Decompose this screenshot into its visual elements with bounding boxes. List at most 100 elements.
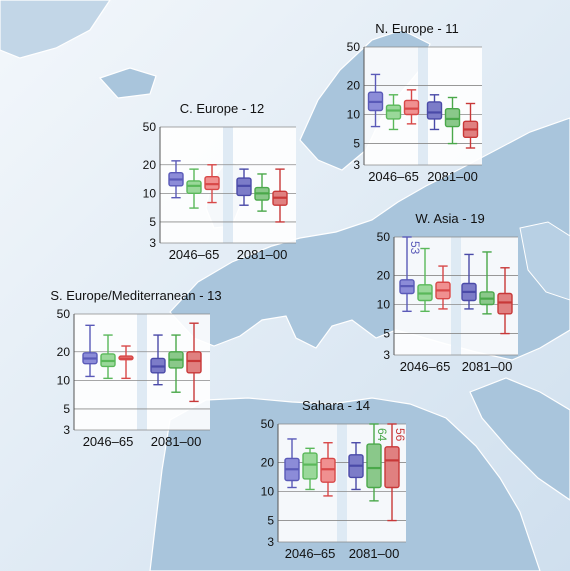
y-tick-label: 10 [143,186,157,200]
chart-3: 3 5 10 20 50 W. Asia - 19 2046–65 2081–00 53 [377,211,518,374]
box-iqr [186,351,202,374]
x-tick-label: 2046–65 [169,247,220,262]
land-greenland [0,0,111,59]
y-tick-label: 10 [261,485,275,499]
y-tick-label: 5 [149,215,156,229]
y-tick-label: 50 [143,120,157,134]
box-2046-65-1 [284,438,300,489]
period-divider [451,237,461,355]
x-tick-label: 2046–65 [285,546,336,561]
box-2081-00-3 [272,168,288,223]
box-2046-65-1 [367,73,384,128]
box-2046-65-2 [186,168,202,209]
period-divider [337,424,347,542]
x-tick-label: 2081–00 [462,359,513,374]
box-2046-65-1 [399,236,415,313]
box-2081-00-3 [462,102,479,149]
box-2046-65-3 [403,89,420,125]
y-tick-label: 20 [377,268,391,282]
box-2081-00-2 [168,334,184,393]
box-iqr [302,452,318,480]
box-2046-65-2 [302,447,318,491]
box-2081-00-1 [461,253,477,310]
box-2081-00-1 [150,334,166,386]
box-2046-65-1 [82,324,98,378]
chart-4: 3 5 10 20 50 S. Europe/Mediterranean - 13 2046… [50,288,221,449]
box-2081-00-2 [366,423,382,502]
chart-title: S. Europe/Mediterranean - 13 [50,288,221,303]
land-iceland [98,67,157,99]
box-2046-65-3 [435,265,451,310]
box-2046-65-1 [168,160,184,199]
land-arabia [469,377,570,501]
outlier-label: 56 [393,428,407,442]
y-tick-label: 50 [377,230,391,244]
x-tick-label: 2081–00 [427,169,478,184]
y-tick-label: 20 [261,455,275,469]
x-tick-label: 2046–65 [83,434,134,449]
y-tick-label: 5 [63,402,70,416]
y-tick-label: 3 [149,236,156,250]
chart-2: 3 5 10 20 50 C. Europe - 12 2046–65 2081–00 [143,101,296,262]
outlier-label: 53 [408,241,422,255]
box-2081-00-1 [348,442,364,491]
y-tick-label: 10 [377,298,391,312]
y-tick-label: 20 [347,78,361,92]
y-tick-label: 50 [57,307,71,321]
box-2081-00-1 [426,94,443,131]
x-tick-label: 2081–00 [151,434,202,449]
box-iqr [204,175,220,191]
y-tick-label: 5 [267,514,274,528]
y-tick-label: 10 [347,108,361,122]
y-tick-label: 5 [383,327,390,341]
box-2046-65-3 [320,442,336,497]
box-2046-65-2 [417,247,433,313]
x-tick-label: 2046–65 [368,169,419,184]
y-tick-label: 50 [347,40,361,54]
box-2081-00-2 [254,173,270,212]
period-divider [137,314,147,430]
land-caspian-area [519,221,570,301]
box-2081-00-1 [236,168,252,206]
chart-title: C. Europe - 12 [180,101,265,116]
box-2081-00-2 [479,251,495,315]
y-tick-label: 5 [353,137,360,151]
period-divider [418,47,428,165]
period-divider [223,127,233,243]
box-iqr [186,180,202,195]
x-tick-label: 2046–65 [400,359,451,374]
box-2081-00-3 [497,267,513,335]
chart-5: 3 5 10 20 50 Sahara - 14 2046–65 2081–00 64 56 [261,398,407,561]
chart-title: W. Asia - 19 [415,211,484,226]
box-2046-65-2 [100,334,116,380]
box-2081-00-3 [186,322,202,403]
box-2046-65-3 [204,164,220,204]
box-iqr [497,292,513,315]
box-iqr [403,99,420,116]
outlier-label: 64 [375,428,389,442]
y-tick-label: 3 [267,535,274,549]
y-tick-label: 3 [63,423,70,437]
y-tick-label: 50 [261,417,275,431]
y-tick-label: 20 [143,158,157,172]
y-tick-label: 20 [57,345,71,359]
box-2081-00-3 [384,423,400,522]
chart-title: N. Europe - 11 [375,21,459,36]
box-iqr [384,446,400,489]
y-tick-label: 3 [353,158,360,172]
chart-1: 3 5 10 20 50 N. Europe - 11 2046–65 2081–00 [347,21,482,184]
box-iqr [366,443,382,489]
box-2046-65-2 [385,94,402,131]
box-2081-00-2 [444,96,461,145]
chart-title: Sahara - 14 [302,398,370,413]
y-tick-label: 3 [383,348,390,362]
box-2046-65-3 [118,345,134,380]
box-iqr [426,101,443,120]
box-iqr [444,107,461,128]
y-tick-label: 10 [57,373,71,387]
x-tick-label: 2081–00 [237,247,288,262]
charts-layer: 3 5 10 20 50 N. Europe - 11 2046–65 2081–00 3 5 10… [50,21,518,561]
box-iqr [385,104,402,120]
x-tick-label: 2081–00 [349,546,400,561]
